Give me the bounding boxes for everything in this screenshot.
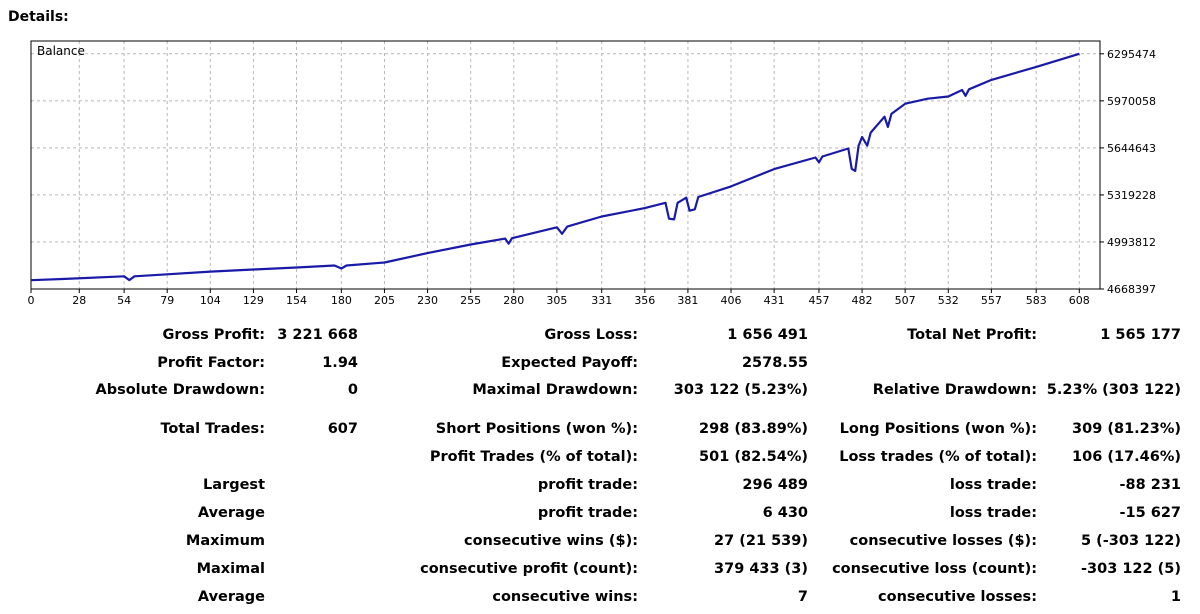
max-consecutive-losses-label: consecutive losses ($): bbox=[849, 533, 1037, 549]
avg-consecutive-wins-label: consecutive wins: bbox=[492, 589, 638, 605]
max-consecutive-losses-value: 5 (-303 122) bbox=[1081, 533, 1181, 549]
largest-label: Largest bbox=[203, 477, 265, 493]
relative-drawdown-value: 5.23% (303 122) bbox=[1046, 382, 1181, 398]
expected-payoff-value: 2578.55 bbox=[741, 355, 808, 371]
x-tick-label: 230 bbox=[417, 294, 438, 307]
profit-trades-label: Profit Trades (% of total): bbox=[429, 449, 638, 465]
x-tick-label: 280 bbox=[503, 294, 524, 307]
x-tick-label: 583 bbox=[1026, 294, 1047, 307]
average-loss-trade-label: loss trade: bbox=[949, 505, 1037, 521]
maximal-consecutive-loss-label: consecutive loss (count): bbox=[832, 561, 1037, 577]
x-tick-label: 608 bbox=[1069, 294, 1090, 307]
avg-consecutive-losses-label: consecutive losses: bbox=[878, 589, 1037, 605]
plot-border bbox=[30, 40, 1101, 290]
x-tick-label: 0 bbox=[28, 294, 35, 307]
x-tick-label: 532 bbox=[938, 294, 959, 307]
short-positions-value: 298 (83.89%) bbox=[699, 421, 808, 437]
relative-drawdown-label: Relative Drawdown: bbox=[872, 382, 1037, 398]
short-positions-label: Short Positions (won %): bbox=[435, 421, 638, 437]
profit-trades-value: 501 (82.54%) bbox=[699, 449, 808, 465]
x-tick-label: 356 bbox=[634, 294, 655, 307]
balance-series-line bbox=[30, 52, 1080, 282]
gross-profit-label: Gross Profit: bbox=[162, 327, 265, 343]
y-tick-label: 4668397 bbox=[1107, 283, 1156, 296]
long-positions-value: 309 (81.23%) bbox=[1072, 421, 1181, 437]
total-net-profit-label: Total Net Profit: bbox=[907, 327, 1037, 343]
long-positions-label: Long Positions (won %): bbox=[839, 421, 1037, 437]
largest-profit-trade-value: 296 489 bbox=[742, 477, 808, 493]
average-label: Average bbox=[197, 505, 265, 521]
largest-loss-trade-value: -88 231 bbox=[1119, 477, 1181, 493]
gross-profit-value: 3 221 668 bbox=[277, 327, 358, 343]
y-tick-label: 5644643 bbox=[1107, 142, 1156, 155]
x-tick-label: 28 bbox=[72, 294, 86, 307]
avg-consecutive-losses-value: 1 bbox=[1170, 589, 1181, 605]
x-tick-label: 406 bbox=[721, 294, 742, 307]
average-consecutive-label: Average bbox=[197, 589, 265, 605]
plot-area bbox=[31, 41, 1100, 289]
y-tick-label: 4993812 bbox=[1107, 236, 1156, 249]
balance-chart: 0 28 54 79 104 129 154 180 205 230 255 280 305 331 356… bbox=[28, 40, 1156, 307]
x-tick-label: 331 bbox=[591, 294, 612, 307]
maximal-consecutive-profit-label: consecutive profit (count): bbox=[420, 561, 638, 577]
max-consecutive-wins-value: 27 (21 539) bbox=[714, 533, 808, 549]
x-tick-label: 305 bbox=[546, 294, 567, 307]
x-tick-label: 79 bbox=[160, 294, 174, 307]
loss-trades-value: 106 (17.46%) bbox=[1072, 449, 1181, 465]
y-tick-label: 5970058 bbox=[1107, 95, 1156, 108]
x-tick-label: 482 bbox=[852, 294, 873, 307]
profit-factor-label: Profit Factor: bbox=[157, 355, 265, 371]
max-consecutive-wins-label: consecutive wins ($): bbox=[463, 533, 638, 549]
maximal-consecutive-loss-value: -303 122 (5) bbox=[1081, 561, 1181, 577]
maximum-label: Maximum bbox=[185, 533, 265, 549]
maximal-drawdown-label: Maximal Drawdown: bbox=[472, 382, 638, 398]
loss-trades-label: Loss trades (% of total): bbox=[839, 449, 1037, 465]
average-profit-trade-label: profit trade: bbox=[537, 505, 638, 521]
total-net-profit-value: 1 565 177 bbox=[1100, 327, 1181, 343]
x-tick-label: 557 bbox=[981, 294, 1002, 307]
y-tick-label: 5319228 bbox=[1107, 189, 1156, 202]
x-tick-label: 205 bbox=[374, 294, 395, 307]
profit-factor-value: 1.94 bbox=[322, 355, 358, 371]
gross-loss-value: 1 656 491 bbox=[727, 327, 808, 343]
average-loss-trade-value: -15 627 bbox=[1119, 505, 1181, 521]
x-tick-label: 381 bbox=[677, 294, 698, 307]
page-title: Details: bbox=[8, 9, 69, 25]
largest-profit-trade-label: profit trade: bbox=[537, 477, 638, 493]
total-trades-value: 607 bbox=[327, 421, 358, 437]
average-profit-trade-value: 6 430 bbox=[762, 505, 808, 521]
maximal-consecutive-profit-value: 379 433 (3) bbox=[714, 561, 808, 577]
absolute-drawdown-label: Absolute Drawdown: bbox=[95, 382, 265, 398]
x-tick-label: 54 bbox=[117, 294, 131, 307]
avg-consecutive-wins-value: 7 bbox=[797, 589, 808, 605]
gross-loss-label: Gross Loss: bbox=[544, 327, 638, 343]
x-tick-label: 154 bbox=[286, 294, 307, 307]
x-tick-label: 104 bbox=[200, 294, 221, 307]
expected-payoff-label: Expected Payoff: bbox=[501, 355, 638, 371]
x-tick-label: 255 bbox=[460, 294, 481, 307]
absolute-drawdown-value: 0 bbox=[347, 382, 358, 398]
x-tick-label: 507 bbox=[895, 294, 916, 307]
maximal-label: Maximal bbox=[196, 561, 265, 577]
y-tick-label: 6295474 bbox=[1107, 48, 1156, 61]
maximal-drawdown-value: 303 122 (5.23%) bbox=[673, 382, 808, 398]
total-trades-label: Total Trades: bbox=[160, 421, 265, 437]
largest-loss-trade-label: loss trade: bbox=[949, 477, 1037, 493]
x-tick-label: 129 bbox=[243, 294, 264, 307]
x-tick-label: 431 bbox=[764, 294, 785, 307]
x-tick-label: 180 bbox=[331, 294, 352, 307]
x-tick-label: 457 bbox=[808, 294, 829, 307]
chart-title: Balance bbox=[37, 44, 85, 58]
